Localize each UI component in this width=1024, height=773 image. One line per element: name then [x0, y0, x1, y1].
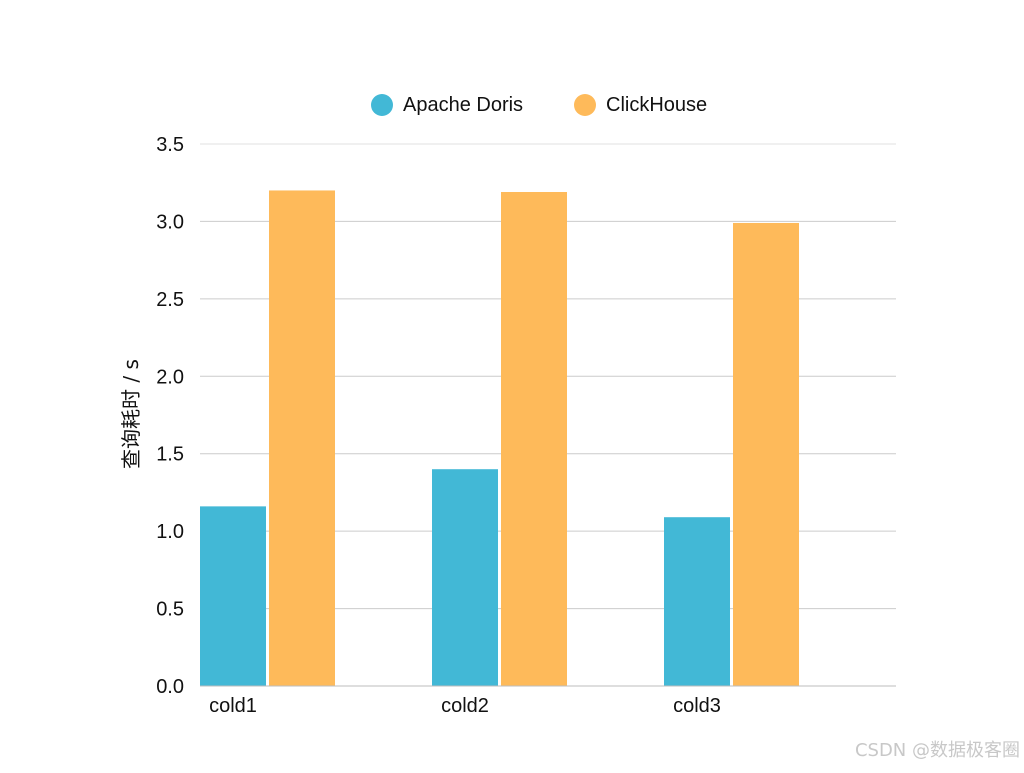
legend-label: ClickHouse [606, 94, 707, 116]
y-tick-label: 1.0 [156, 521, 184, 543]
bar-apache-doris-cold3 [664, 517, 730, 686]
bar-apache-doris-cold2 [432, 469, 498, 686]
y-tick-label: 2.5 [156, 289, 184, 311]
y-axis-title: 查询耗时 / s [119, 359, 143, 469]
bar-apache-doris-cold1 [200, 506, 266, 686]
bar-clickhouse-cold2 [501, 192, 567, 686]
y-tick-label: 0.5 [156, 599, 184, 621]
x-tick-label: cold3 [673, 695, 721, 717]
bar-clickhouse-cold1 [269, 190, 335, 686]
legend-marker [371, 94, 393, 116]
y-tick-label: 3.0 [156, 211, 184, 233]
x-tick-label: cold1 [209, 695, 257, 717]
y-tick-label: 3.5 [156, 134, 184, 156]
y-tick-label: 0.0 [156, 676, 184, 698]
x-tick-label: cold2 [441, 695, 489, 717]
legend-label: Apache Doris [403, 94, 523, 116]
y-tick-label: 2.0 [156, 366, 184, 388]
bar-clickhouse-cold3 [733, 222, 799, 686]
legend-marker [574, 94, 596, 116]
legend: Apache Doris ClickHouse [371, 94, 707, 116]
axis-layer: 0.0 0.5 1.0 1.5 2.0 2.5 3.0 3.5 cold1 cold2 cold3 [156, 134, 896, 717]
watermark: CSDN @数据极客圈 [854, 740, 1020, 761]
bar-layer [200, 190, 799, 686]
y-tick-label: 1.5 [156, 444, 184, 466]
